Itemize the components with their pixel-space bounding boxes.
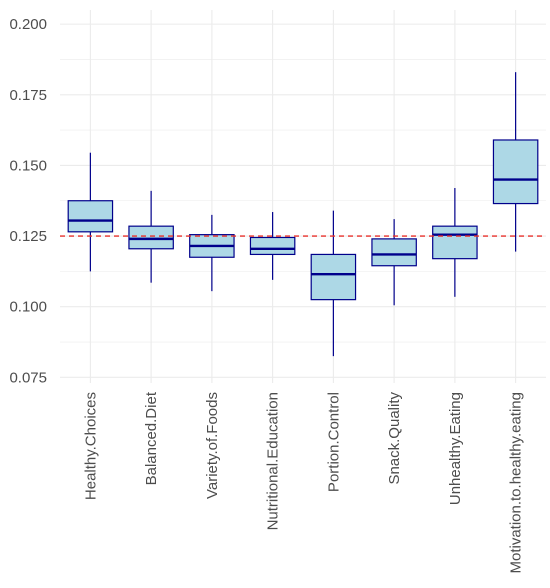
box-portion-control (310, 210, 357, 357)
x-tick-label: Nutritional.Education (265, 392, 282, 530)
box-body (249, 236, 296, 256)
y-tick-label: 0.100 (9, 299, 47, 316)
y-tick-label: 0.200 (9, 16, 47, 33)
box-body (67, 200, 114, 233)
box-body (371, 238, 417, 267)
x-tick-label: Balanced.Diet (143, 391, 160, 485)
box-variety-of-foods (189, 214, 235, 292)
boxes (67, 72, 539, 357)
box-balanced-diet (128, 190, 174, 283)
y-tick-label: 0.175 (9, 87, 47, 104)
box-body (432, 225, 478, 260)
x-tick-label: Snack.Quality (386, 392, 403, 485)
y-tick-label: 0.150 (9, 157, 47, 174)
y-tick-label: 0.075 (9, 369, 47, 386)
y-tick-label: 0.125 (9, 228, 47, 245)
x-tick-label: Unhealthy.Eating (447, 392, 464, 505)
x-tick-label: Motivation.to.healthy.eating (508, 392, 525, 574)
x-tick-label: Portion.Control (325, 392, 342, 492)
grid-lines (60, 10, 546, 383)
x-tick-label: Healthy.Choices (82, 392, 99, 500)
box-body (310, 253, 357, 301)
y-axis-tick-labels: 0.075 0.100 0.125 0.150 0.175 0.200 (9, 16, 47, 386)
box-body (128, 225, 174, 250)
box-nutritional-education (249, 212, 296, 280)
box-snack-quality (371, 219, 417, 306)
box-healthy-choices (67, 152, 114, 272)
box-body (492, 139, 539, 205)
box-motivation-to-healthy-eating (492, 72, 539, 252)
x-axis-tick-labels: Healthy.Choices Balanced.Diet Variety.of.F… (82, 391, 524, 573)
x-tick-label: Variety.of.Foods (204, 392, 221, 499)
box-unhealthy-eating (432, 188, 478, 297)
